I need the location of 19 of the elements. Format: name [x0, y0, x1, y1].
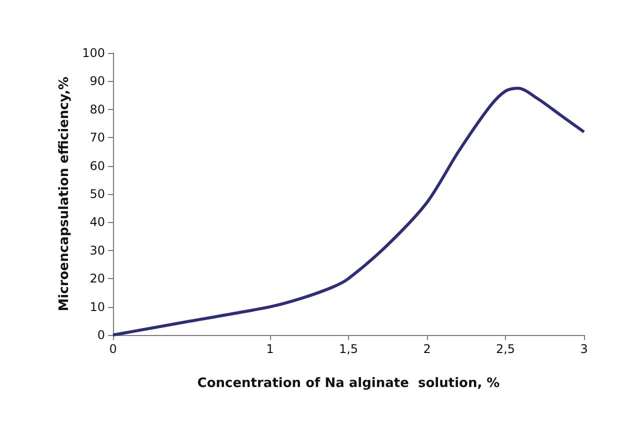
y-tick-label: 30 [90, 243, 105, 258]
y-tick-label: 60 [90, 158, 105, 173]
y-tick-label: 80 [90, 102, 105, 116]
y-tick-label: 90 [90, 74, 105, 88]
y-tick-label: 20 [90, 272, 105, 286]
x-tick-label: 1,5 [338, 342, 358, 356]
y-tick-label: 40 [90, 215, 105, 230]
y-tick-label: 10 [90, 300, 105, 314]
x-tick-label: 3 [580, 342, 588, 356]
y-tick-label: 100 [82, 46, 105, 60]
x-tick-label: 2 [423, 342, 431, 356]
x-tick-label: 1 [266, 342, 274, 356]
x-tick-label: 0 [109, 342, 117, 356]
x-axis-title: Concentration of Na alginate solution, % [197, 376, 500, 391]
y-tick-label: 70 [90, 130, 105, 145]
y-axis-title: Microencapsulation efficiency,% [57, 76, 72, 312]
x-tick-label: 2,5 [496, 342, 516, 356]
y-tick-label: 0 [97, 328, 105, 342]
y-tick-label: 50 [90, 187, 105, 201]
